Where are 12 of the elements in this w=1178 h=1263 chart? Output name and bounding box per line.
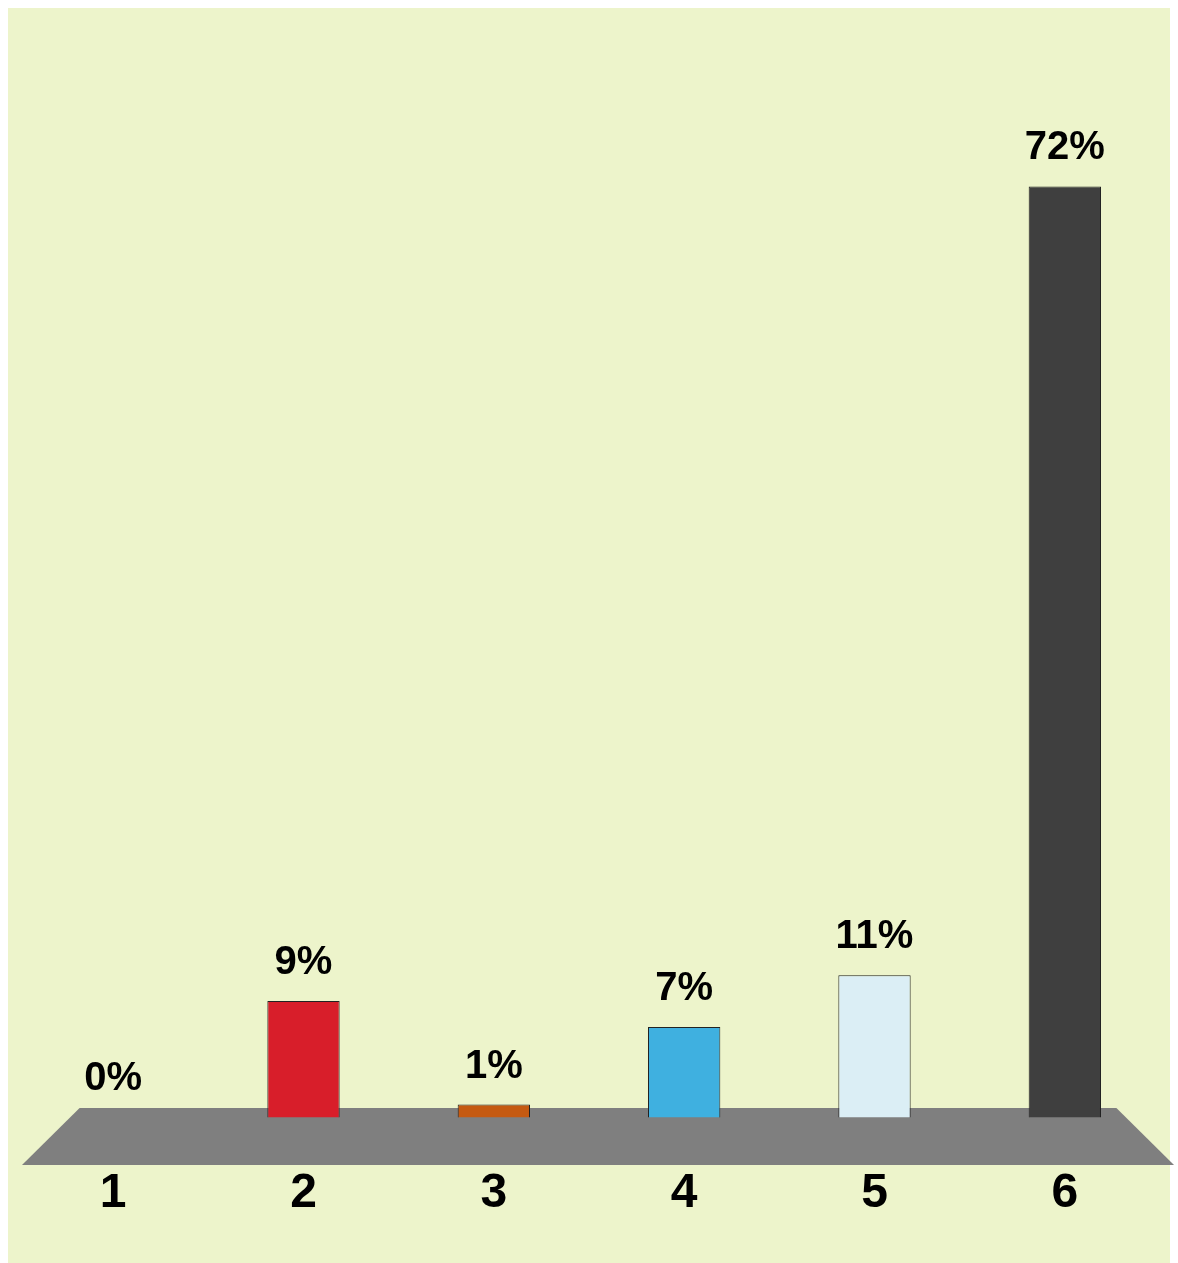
x-tick-label: 1: [99, 1164, 127, 1218]
data-label: 7%: [655, 963, 714, 1008]
data-label: 11%: [835, 912, 914, 957]
data-label: 1%: [464, 1041, 523, 1086]
data-label: 72%: [1024, 123, 1105, 168]
x-tick-label: 6: [1051, 1164, 1079, 1218]
x-tick-label: 5: [861, 1164, 888, 1218]
data-label: 9%: [274, 938, 333, 983]
x-tick-label: 3: [480, 1164, 508, 1218]
x-tick-label: 2: [290, 1164, 317, 1218]
data-label: 0%: [84, 1054, 143, 1099]
x-tick-label: 4: [670, 1164, 698, 1218]
